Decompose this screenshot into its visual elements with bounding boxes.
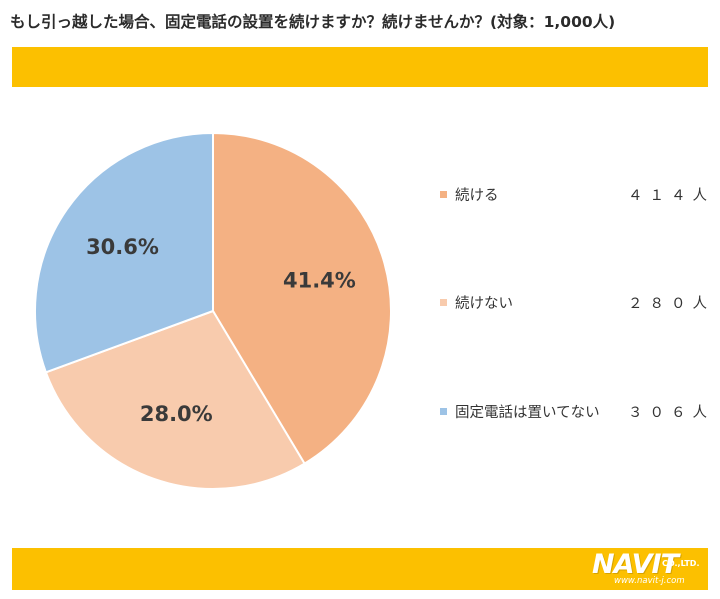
pie-label-discontinue: 28.0% [140,402,213,426]
pie-slices [34,131,392,490]
legend-label-no-landline: 固定電話は置いてない [455,404,600,421]
legend-swatch-no-landline [440,407,447,415]
legend-item-continue: 続ける ４１４人 [440,183,707,205]
navit-logo: NAVIT CO.,LTD. www.navit-j.com [592,551,704,587]
legend-label-continue: 続ける [455,187,499,204]
bottom-banner [12,548,708,590]
pie-slice-continue [212,131,392,466]
logo-company-suffix: CO.,LTD. [662,559,700,568]
chart-legend: 続ける ４１４人 続けない ２８０人 固定電話は置いてない ３０６人 [440,0,710,599]
top-banner [12,47,708,87]
legend-swatch-discontinue [440,298,447,306]
legend-count-no-landline: ３０６人 [628,404,714,421]
pie-label-continue: 41.4% [283,269,356,293]
legend-count-discontinue: ２８０人 [628,295,714,312]
legend-item-no-landline: 固定電話は置いてない ３０６人 [440,400,707,422]
logo-text: NAVIT [592,549,679,580]
legend-swatch-continue [440,190,447,198]
logo-url: www.navit-j.com [614,576,685,586]
legend-label-discontinue: 続けない [455,295,513,312]
pie-slice-no-landline [34,131,214,374]
pie-label-no-landline: 30.6% [86,235,159,259]
page-title: もし引っ越した場合、固定電話の設置を続けますか？続けませんか？(対象：1,000… [10,13,616,31]
pie-data-labels: 41.4% 28.0% 30.6% [86,235,356,426]
legend-count-continue: ４１４人 [628,187,714,204]
legend-item-discontinue: 続けない ２８０人 [440,291,707,313]
pie-slice-discontinue [44,309,306,490]
